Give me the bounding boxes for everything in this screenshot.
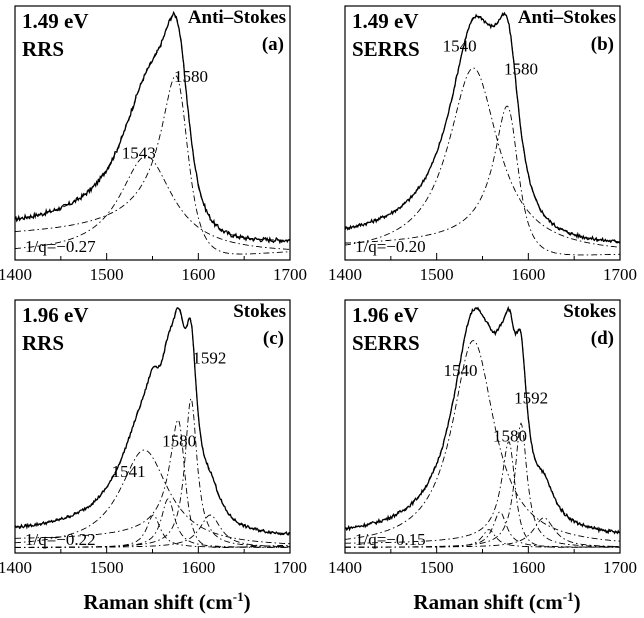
x-tick-label: 1400 — [328, 558, 362, 577]
x-tick-label: 1600 — [511, 558, 545, 577]
fano-parameter-label: 1/q=−0.20 — [355, 237, 426, 256]
panel-letter: (b) — [591, 34, 614, 55]
fit-component-4 — [15, 419, 290, 549]
x-tick-label: 1700 — [273, 265, 307, 284]
scattering-regime-label: Anti–Stokes — [188, 7, 286, 28]
peak-label-1580: 1580 — [162, 432, 196, 451]
fit-component-1 — [344, 340, 621, 542]
x-tick-label: 1700 — [603, 558, 637, 577]
fit-component-4 — [345, 441, 620, 548]
panel-c: 1400 1500 1600 1700 1.96 eV RRS Stokes (c) 1/q=−… — [0, 299, 307, 577]
x-tick-label: 1700 — [273, 558, 307, 577]
excitation-energy-label: 1.96 eV — [352, 303, 419, 327]
x-tick-label: 1700 — [603, 265, 637, 284]
x-axis-label-right: Raman shift (cm-1) — [413, 589, 580, 614]
fit-component-6 — [345, 517, 620, 548]
fano-parameter-label: 1/q=−0.27 — [25, 237, 96, 256]
fit-component-1 — [15, 155, 290, 250]
panel-a: 1400 1500 1600 1700 1.49 eV RRS Anti–Stokes (a)… — [0, 5, 307, 284]
panel-letter: (a) — [262, 34, 284, 55]
peak-label-1592: 1592 — [514, 389, 548, 408]
peak-label-1580: 1580 — [174, 67, 208, 86]
peak-label-1592: 1592 — [192, 348, 226, 367]
scattering-regime-label: Stokes — [563, 301, 616, 322]
fit-component-2 — [344, 105, 620, 256]
measured-spectrum-line — [14, 306, 290, 536]
peak-label-1541: 1541 — [112, 462, 146, 481]
fit-component-6 — [15, 514, 290, 548]
x-tick-label: 1400 — [0, 558, 32, 577]
x-tick-label: 1600 — [181, 265, 215, 284]
panel-d: 1400 1500 1600 1700 1.96 eV SERRS Stokes (d) 1/q… — [328, 299, 637, 577]
scattering-regime-label: Stokes — [233, 301, 286, 322]
fano-parameter-label: 1/q=−0.22 — [25, 530, 96, 549]
x-tick-label: 1500 — [420, 265, 454, 284]
excitation-energy-label: 1.96 eV — [22, 303, 89, 327]
method-label: RRS — [22, 331, 64, 355]
method-label: SERRS — [352, 331, 420, 355]
x-tick-label: 1400 — [328, 265, 362, 284]
peak-label-1543: 1543 — [122, 143, 156, 162]
measured-spectrum-line — [14, 10, 291, 245]
measured-spectrum-line — [344, 305, 621, 535]
method-label: SERRS — [352, 37, 420, 61]
x-tick-label: 1400 — [0, 265, 32, 284]
fit-component-1 — [344, 67, 621, 248]
panel-b: 1400 1500 1600 1700 1.49 eV SERRS Anti–Stokes (… — [328, 5, 637, 284]
fit-component-2 — [15, 75, 291, 255]
fit-component-5 — [15, 397, 290, 548]
panel-letter: (c) — [263, 328, 284, 349]
excitation-energy-label: 1.49 eV — [352, 9, 419, 33]
x-tick-label: 1600 — [511, 265, 545, 284]
excitation-energy-label: 1.49 eV — [22, 9, 89, 33]
panel-letter: (d) — [591, 328, 614, 349]
peak-label-1580: 1580 — [493, 427, 527, 446]
peak-label-1580: 1580 — [504, 60, 538, 79]
measured-spectrum-line — [344, 11, 621, 244]
x-tick-label: 1500 — [90, 265, 124, 284]
panels: 1400 1500 1600 1700 1.49 eV RRS Anti–Stokes (a)… — [0, 5, 637, 577]
fano-parameter-label: 1/q=−0.15 — [355, 530, 426, 549]
x-axis-label-left: Raman shift (cm-1) — [83, 589, 250, 614]
x-tick-label: 1500 — [420, 558, 454, 577]
x-tick-label: 1600 — [181, 558, 215, 577]
x-tick-label: 1500 — [90, 558, 124, 577]
method-label: RRS — [22, 37, 64, 61]
peak-label-1540: 1540 — [444, 361, 478, 380]
peak-label-1540: 1540 — [443, 37, 477, 56]
scattering-regime-label: Anti–Stokes — [518, 7, 616, 28]
